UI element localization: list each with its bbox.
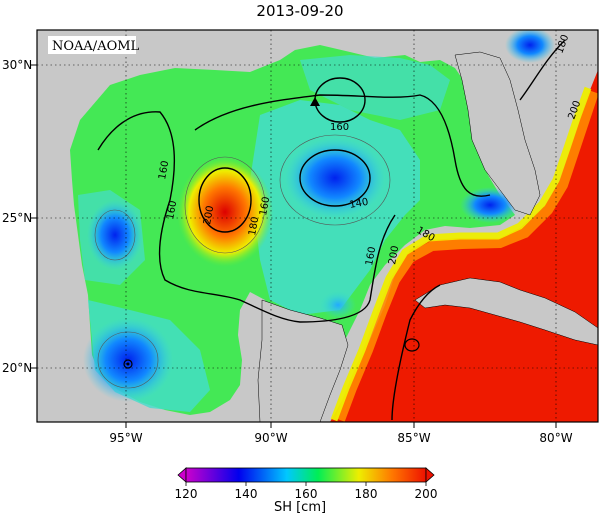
axis-ticks (31, 64, 557, 428)
colorbar-min-arrow (177, 467, 187, 483)
lon-label: 90°W (254, 431, 287, 445)
map-title: 2013-09-20 (256, 2, 344, 20)
north-shelf-cyan (300, 55, 450, 120)
cuba-land (414, 277, 598, 346)
contour-label: 200 (387, 245, 401, 266)
warm-core-eddy (177, 157, 273, 267)
cyclonic-eddy-west (87, 200, 143, 270)
colorbar-tick: 120 (175, 487, 198, 501)
colorbar-title: SH [cm] (273, 500, 327, 515)
lon-label: 95°W (109, 431, 142, 445)
contour-label: 160 (330, 122, 349, 133)
yucatan-land (257, 299, 349, 422)
closed-contour-small (404, 338, 420, 352)
lat-label: 20°N (2, 361, 32, 375)
colorbar-gradient (185, 467, 427, 483)
credit-label: NOAA/AOML (52, 39, 140, 54)
loop-current-front (335, 90, 598, 422)
colorbar: 120 140 160 180 200 (175, 467, 438, 501)
colorbar-max-arrow (425, 467, 435, 483)
lon-label: 85°W (397, 431, 430, 445)
colorbar-tick: 180 (355, 487, 378, 501)
graticule (37, 30, 598, 422)
map-frame (36, 29, 599, 423)
colorbar-tick: 140 (235, 487, 258, 501)
contour-lines (97, 39, 566, 421)
lon-label: 80°W (539, 431, 572, 445)
contour-label: 200 (202, 205, 216, 226)
eddy-small (320, 291, 356, 319)
map-area: 160 160 200 180 160 140 160 180 200 180 … (37, 30, 598, 422)
triangle-marker (310, 97, 320, 106)
lat-label: 25°N (2, 211, 32, 225)
contour-label: 160 (364, 246, 378, 267)
colorbar-tick: 200 (415, 487, 438, 501)
eddy-center-dot (126, 362, 130, 366)
contour-label: 180 (247, 216, 261, 237)
lat-label: 30°N (2, 58, 32, 72)
atlantic-eddy-north (505, 30, 555, 63)
colorbar-tick: 160 (295, 487, 318, 501)
loop-current-yellow (330, 86, 592, 422)
contour-label: 160 (165, 200, 179, 221)
contour-label: 160 (258, 196, 272, 217)
contour-lines-fine (94, 134, 391, 389)
contour-label: 140 (349, 197, 370, 211)
credit-box (48, 36, 136, 54)
florida-land (454, 51, 541, 216)
contour-label: 160 (157, 160, 171, 181)
